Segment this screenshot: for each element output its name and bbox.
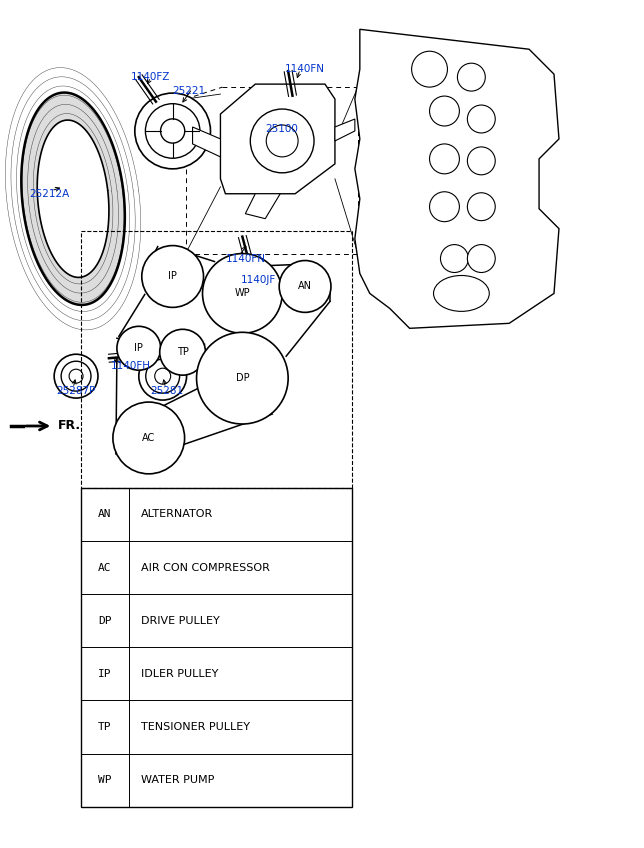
Text: 1140JF: 1140JF xyxy=(240,276,276,286)
Text: DP: DP xyxy=(98,616,111,626)
Circle shape xyxy=(160,329,205,375)
Circle shape xyxy=(430,192,459,221)
Circle shape xyxy=(146,360,180,393)
Text: 1140FZ: 1140FZ xyxy=(131,72,170,82)
Circle shape xyxy=(196,332,288,424)
Text: IP: IP xyxy=(168,271,177,282)
Text: IDLER PULLEY: IDLER PULLEY xyxy=(141,669,218,679)
Text: FR.: FR. xyxy=(58,420,81,432)
Text: TP: TP xyxy=(176,347,189,357)
Text: 25287P: 25287P xyxy=(56,386,95,396)
Text: AC: AC xyxy=(98,562,111,572)
Circle shape xyxy=(440,244,468,272)
Circle shape xyxy=(430,144,459,174)
Circle shape xyxy=(113,402,185,474)
Circle shape xyxy=(412,51,448,87)
Text: IP: IP xyxy=(98,669,111,679)
Circle shape xyxy=(279,260,331,312)
Text: ALTERNATOR: ALTERNATOR xyxy=(141,510,213,519)
Text: 25100: 25100 xyxy=(265,124,298,134)
Text: DRIVE PULLEY: DRIVE PULLEY xyxy=(141,616,220,626)
Circle shape xyxy=(69,369,83,383)
Circle shape xyxy=(146,103,200,159)
Circle shape xyxy=(430,96,459,126)
Polygon shape xyxy=(220,84,335,193)
Text: WP: WP xyxy=(98,775,111,785)
Circle shape xyxy=(54,354,98,398)
Polygon shape xyxy=(355,30,559,328)
Circle shape xyxy=(139,352,187,400)
Circle shape xyxy=(468,147,495,175)
Text: IP: IP xyxy=(135,343,143,354)
Text: 1140FN: 1140FN xyxy=(225,254,265,264)
Text: 1140FH: 1140FH xyxy=(111,361,151,371)
Circle shape xyxy=(117,326,161,371)
Circle shape xyxy=(202,254,282,333)
Circle shape xyxy=(457,64,486,91)
Text: AC: AC xyxy=(142,433,155,443)
Polygon shape xyxy=(245,193,280,219)
Bar xyxy=(81,231,352,488)
Text: TENSIONER PULLEY: TENSIONER PULLEY xyxy=(141,722,250,732)
Circle shape xyxy=(266,125,298,157)
Text: 1140FN: 1140FN xyxy=(285,64,325,74)
Polygon shape xyxy=(21,92,125,305)
Circle shape xyxy=(468,105,495,133)
Text: TP: TP xyxy=(98,722,111,732)
Text: WATER PUMP: WATER PUMP xyxy=(141,775,214,785)
Text: AN: AN xyxy=(98,510,111,519)
Polygon shape xyxy=(37,120,109,277)
Text: 25212A: 25212A xyxy=(29,189,70,198)
Circle shape xyxy=(251,109,314,173)
Text: 25221: 25221 xyxy=(173,86,206,96)
Circle shape xyxy=(468,244,495,272)
Text: 25281: 25281 xyxy=(151,386,184,396)
Bar xyxy=(81,488,352,806)
Text: AN: AN xyxy=(298,282,312,292)
Circle shape xyxy=(468,192,495,220)
Circle shape xyxy=(160,119,185,143)
Text: DP: DP xyxy=(236,373,249,383)
Polygon shape xyxy=(193,127,220,157)
Circle shape xyxy=(142,246,204,307)
Text: AIR CON COMPRESSOR: AIR CON COMPRESSOR xyxy=(141,562,270,572)
Circle shape xyxy=(155,368,171,384)
Text: WP: WP xyxy=(234,288,250,298)
Circle shape xyxy=(135,93,211,169)
Polygon shape xyxy=(335,119,355,141)
Circle shape xyxy=(61,361,91,391)
